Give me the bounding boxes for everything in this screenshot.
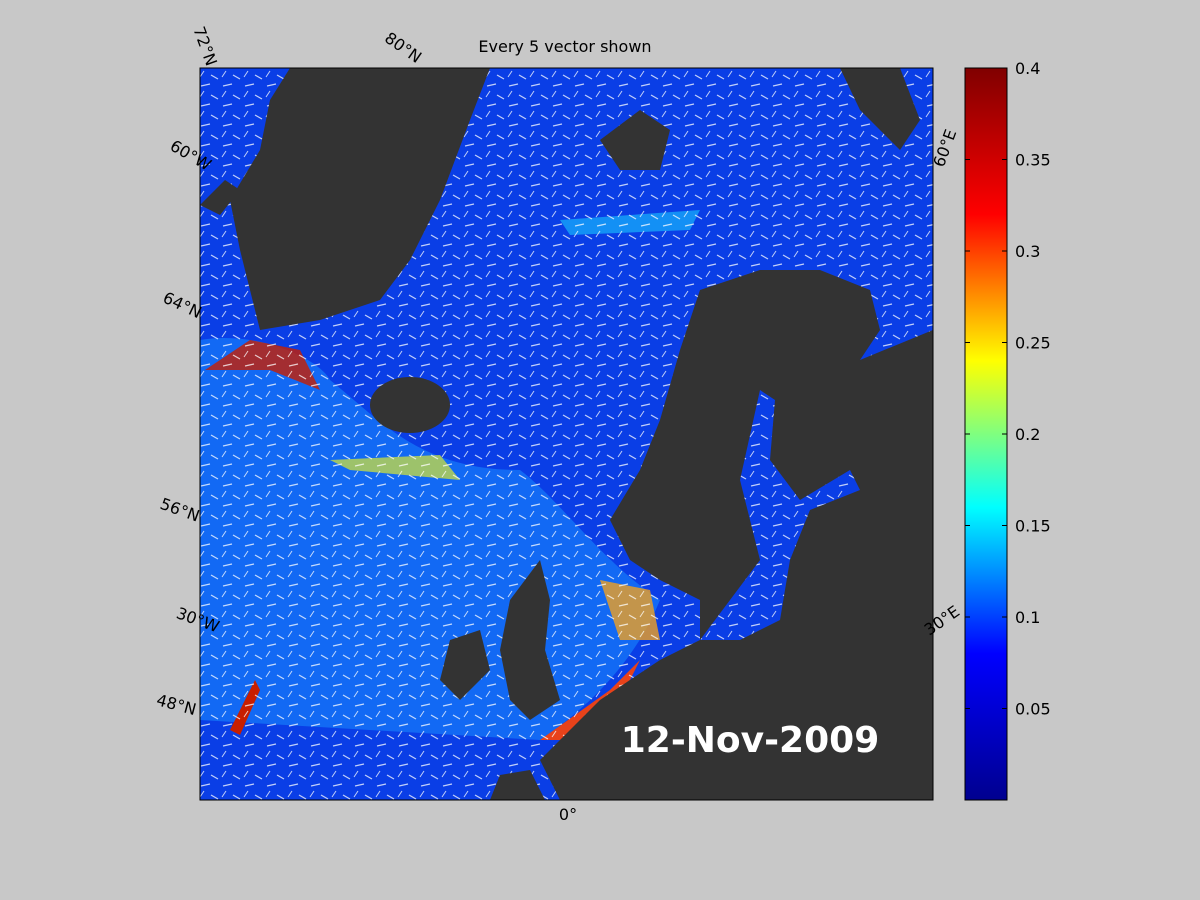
tick-label: 0.4	[1015, 59, 1040, 78]
map	[199, 67, 934, 801]
tick-label: 0.2	[1015, 425, 1040, 444]
map-title: Every 5 vector shown	[478, 37, 651, 56]
tick-label: 0.15	[1015, 517, 1051, 536]
tick-label: 0.25	[1015, 334, 1051, 353]
graticule-label: 48°N	[154, 690, 198, 719]
graticule-label: 72°N	[189, 24, 221, 68]
date-label: 12-Nov-2009	[621, 720, 880, 761]
colorbar-scale	[964, 67, 1008, 801]
graticule-label: 60°E	[929, 127, 960, 170]
tick-label: 0.05	[1015, 700, 1051, 719]
colorbar: 0.05 0.1 0.15 0.2 0.25 0.3 0.35 0.4	[964, 59, 1051, 801]
graticule-label: 80°N	[381, 28, 425, 67]
tick-label: 0.1	[1015, 608, 1040, 627]
tick-label: 0.3	[1015, 242, 1040, 261]
graticule-label: 56°N	[158, 494, 202, 526]
graticule-label: 0°	[559, 805, 577, 824]
graticule-label: 64°N	[160, 288, 205, 322]
tick-label: 0.35	[1015, 151, 1051, 170]
